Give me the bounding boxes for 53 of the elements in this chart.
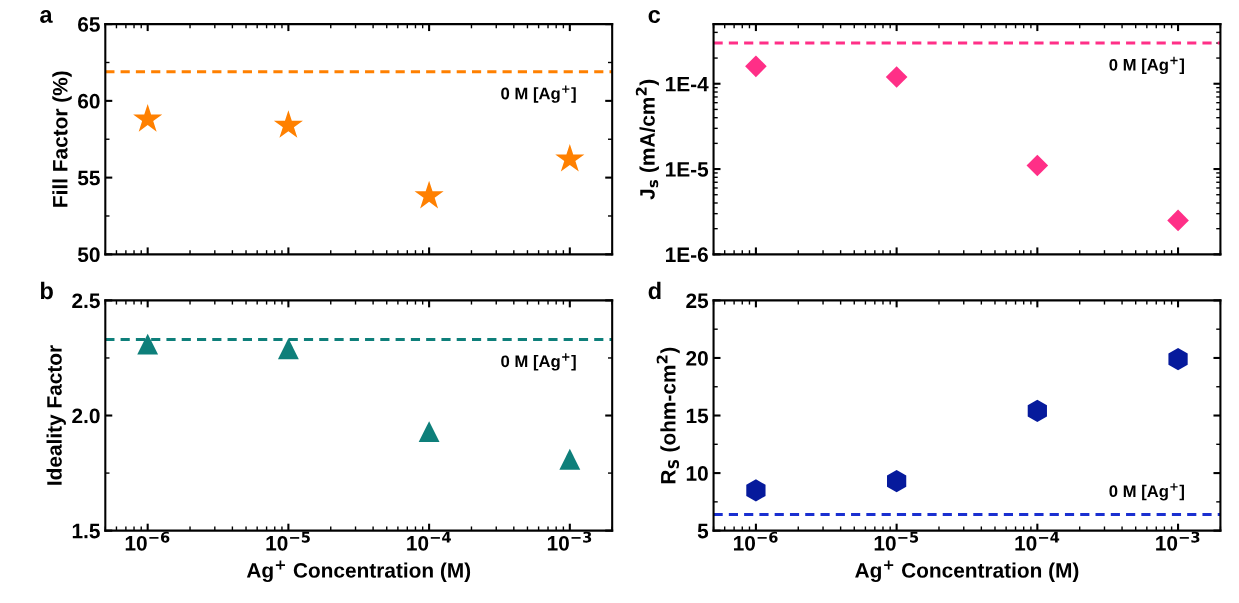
x-tick-label: 10$^{−4}$ bbox=[1015, 531, 1060, 551]
point bbox=[885, 66, 908, 88]
y-tick-label: 25 bbox=[686, 293, 709, 309]
y-tick-label: 15 bbox=[686, 408, 709, 424]
point bbox=[1027, 399, 1047, 423]
point bbox=[277, 338, 299, 360]
y-tick-label: 2.5 bbox=[72, 293, 100, 309]
x-tick-label: 10$^{−5}$ bbox=[874, 531, 919, 551]
point bbox=[137, 333, 159, 355]
chart-title: b bbox=[40, 281, 53, 300]
ref-line-label: 0 M [Ag$^{+}$] bbox=[501, 85, 576, 103]
point bbox=[555, 143, 585, 172]
ref-line-label: 0 M [Ag$^{+}$] bbox=[1109, 483, 1184, 501]
point bbox=[418, 421, 440, 443]
y-tick-label: 60 bbox=[78, 93, 100, 109]
point bbox=[1026, 154, 1049, 177]
point bbox=[746, 479, 766, 502]
y-tick-label: 1E-5 bbox=[666, 162, 709, 177]
y-tick-label: 1E-6 bbox=[666, 247, 708, 263]
x-tick-label: 10$^{−6}$ bbox=[733, 531, 778, 551]
point bbox=[559, 448, 581, 470]
y-tick-label: 5 bbox=[697, 523, 709, 539]
y-tick-label: 50 bbox=[77, 247, 100, 263]
y-tick-label: 10 bbox=[686, 466, 708, 481]
point bbox=[273, 110, 303, 138]
ref-line-label: 0 M [Ag$^{+}$] bbox=[1109, 56, 1184, 75]
y-tick-label: 20 bbox=[686, 350, 708, 366]
y-axis-title: J$_{s}$ (mA/cm$^{2}$) bbox=[635, 79, 659, 200]
y-axis-title: R$_{S}$ (ohm-cm$^{2}$) bbox=[656, 347, 680, 484]
chart-title: d bbox=[648, 281, 661, 300]
point bbox=[414, 180, 444, 209]
ref-line-label: 0 M [Ag$^{+}$] bbox=[501, 353, 576, 371]
x-axis-title: Ag$^{+}$ Concentration (M) bbox=[855, 560, 1079, 583]
x-tick-label: 10$^{−5}$ bbox=[266, 531, 310, 551]
chart-title: c bbox=[648, 9, 661, 23]
point bbox=[887, 470, 907, 493]
y-tick-label: 55 bbox=[77, 170, 100, 186]
point bbox=[1168, 348, 1188, 371]
y-axis-title: Ideality Factor bbox=[46, 345, 66, 485]
x-tick-label: 10$^{−6}$ bbox=[125, 531, 170, 551]
point bbox=[1167, 209, 1189, 232]
y-axis-title: Fill Factor (%) bbox=[52, 71, 72, 207]
y-tick-label: 1E-4 bbox=[666, 76, 709, 92]
y-tick-label: 65 bbox=[78, 17, 100, 32]
y-tick-label: 1.5 bbox=[72, 523, 100, 539]
point bbox=[133, 104, 163, 132]
x-tick-label: 10$^{−4}$ bbox=[407, 531, 451, 551]
x-tick-label: 10$^{−3}$ bbox=[547, 531, 592, 551]
x-tick-label: 10$^{−3}$ bbox=[1156, 531, 1200, 551]
y-tick-label: 2.0 bbox=[72, 408, 100, 424]
point bbox=[745, 55, 767, 78]
x-axis-title: Ag$^{+}$ Concentration (M) bbox=[246, 560, 471, 583]
chart-title: a bbox=[40, 9, 53, 23]
